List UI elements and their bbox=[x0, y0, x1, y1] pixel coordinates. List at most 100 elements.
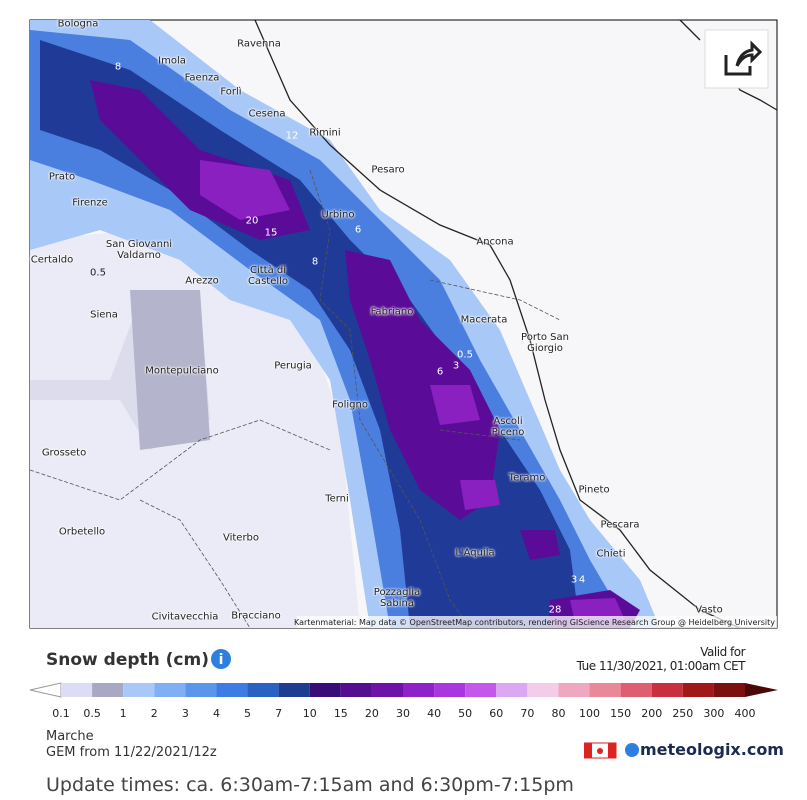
contour-label: 12 bbox=[285, 130, 299, 142]
city-label: Bologna bbox=[57, 18, 99, 30]
svg-text:i: i bbox=[219, 652, 224, 668]
colorbar-tick-label: 70 bbox=[520, 707, 535, 720]
city-label: Forlì bbox=[220, 86, 242, 98]
colorbar-segment bbox=[620, 683, 652, 697]
colorbar-tick-label: 150 bbox=[610, 707, 632, 720]
valid-label: Valid for bbox=[700, 645, 745, 659]
contour-label: 15 bbox=[264, 227, 278, 239]
colorbar-high-arrow bbox=[745, 683, 778, 697]
contour-label: 3 bbox=[570, 574, 578, 586]
city-label: Firenze bbox=[72, 197, 108, 209]
colorbar-segment bbox=[589, 683, 621, 697]
contour-label: 6 bbox=[354, 224, 362, 236]
colorbar-low-arrow bbox=[29, 682, 62, 698]
attribution: Kartenmaterial: Map data © OpenStreetMap… bbox=[294, 618, 775, 627]
colorbar-segment bbox=[309, 683, 341, 697]
city-label: Rimini bbox=[309, 127, 341, 139]
city-label: Pineto bbox=[578, 484, 610, 496]
colorbar-tick-label: 100 bbox=[579, 707, 601, 720]
city-label: Ravenna bbox=[237, 38, 281, 50]
attribution-bg bbox=[297, 616, 777, 628]
colorbar-tick-label: 7 bbox=[275, 707, 283, 720]
city-label: Ascoli Piceno bbox=[491, 416, 525, 438]
region: Marche bbox=[46, 729, 94, 744]
brand: meteologix.com bbox=[640, 740, 784, 759]
colorbar-segment bbox=[92, 683, 124, 697]
colorbar-tick-label: 20 bbox=[364, 707, 379, 720]
city-label: Macerata bbox=[460, 314, 508, 326]
colorbar-segment bbox=[682, 683, 714, 697]
contour-label: 28 bbox=[548, 604, 562, 616]
city-label: Chieti bbox=[596, 548, 626, 560]
city-label: Perugia bbox=[274, 360, 312, 372]
city-label: Montepulciano bbox=[145, 365, 219, 377]
valid-time: Tue 11/30/2021, 01:00am CET bbox=[576, 659, 746, 673]
city-label: Arezzo bbox=[185, 275, 219, 287]
colorbar-segment bbox=[527, 683, 559, 697]
colorbar-segment bbox=[185, 683, 217, 697]
colorbar-segment bbox=[247, 683, 279, 697]
share-button[interactable] bbox=[704, 29, 769, 89]
colorbar-tick-label: 250 bbox=[672, 707, 694, 720]
contour-label: 8 bbox=[114, 61, 122, 73]
colorbar-tick-label: 10 bbox=[302, 707, 317, 720]
info-icon[interactable]: i bbox=[210, 648, 234, 672]
legend-title: Snow depth (cm) bbox=[46, 650, 209, 670]
model: GEM from 11/22/2021/12z bbox=[46, 745, 217, 760]
map: Kartenmaterial: Map data © OpenStreetMap… bbox=[29, 19, 778, 629]
city-label: Orbetello bbox=[58, 526, 106, 538]
colorbar-segment bbox=[61, 683, 93, 697]
contour-label: 20 bbox=[245, 215, 259, 227]
colorbar-tick-label: 60 bbox=[489, 707, 504, 720]
city-label: Città di Castello bbox=[247, 265, 289, 287]
city-label: San Giovanni Valdarno bbox=[105, 239, 173, 261]
snow-areas bbox=[30, 20, 660, 628]
colorbar-tick-label: 80 bbox=[551, 707, 566, 720]
colorbar-segment bbox=[278, 683, 310, 697]
colorbar-segment bbox=[123, 683, 155, 697]
city-label: Vasto bbox=[695, 604, 723, 616]
colorbar-tick-label: 40 bbox=[427, 707, 442, 720]
colorbar-segment bbox=[434, 683, 466, 697]
city-label: Siena bbox=[90, 309, 118, 321]
city-label: Urbino bbox=[321, 209, 355, 221]
city-label: Pescara bbox=[600, 519, 640, 531]
colorbar-tick-label: 4 bbox=[212, 707, 220, 720]
city-label: Teramo bbox=[508, 472, 546, 484]
colorbar-segment bbox=[403, 683, 435, 697]
colorbar-tick-label: 2 bbox=[150, 707, 158, 720]
colorbar-segment bbox=[651, 683, 683, 697]
city-label: Grosseto bbox=[41, 447, 87, 459]
contour-label: 6 bbox=[436, 366, 444, 378]
colorbar-tick-label: 300 bbox=[703, 707, 725, 720]
city-label: Civitavecchia bbox=[151, 611, 219, 623]
colorbar-tick-label: 30 bbox=[396, 707, 410, 720]
colorbar-tick-label: 1 bbox=[119, 707, 127, 720]
colorbar bbox=[29, 682, 778, 698]
colorbar-tick-label: 0.1 bbox=[52, 707, 70, 720]
contour-label: 0.5 bbox=[457, 349, 473, 361]
colorbar-segment bbox=[216, 683, 248, 697]
city-label: Certaldo bbox=[30, 254, 74, 266]
colorbar-tick-label: 5 bbox=[244, 707, 252, 720]
colorbar-segment bbox=[496, 683, 528, 697]
colorbar-segment bbox=[340, 683, 372, 697]
colorbar-segment bbox=[465, 683, 497, 697]
share-icon bbox=[724, 40, 763, 76]
colorbar-tick-label: 400 bbox=[734, 707, 756, 720]
colorbar-tick-label: 50 bbox=[458, 707, 473, 720]
borders bbox=[29, 169, 561, 629]
city-label: Prato bbox=[48, 171, 76, 183]
city-label: Foligno bbox=[332, 399, 368, 411]
brand-icons bbox=[584, 742, 639, 759]
city-label: Faenza bbox=[184, 72, 220, 84]
colorbar-tick-label: 0.5 bbox=[83, 707, 101, 720]
city-label: Terni bbox=[325, 493, 349, 505]
city-label: Ancona bbox=[476, 236, 514, 248]
contour-label: 3 bbox=[452, 360, 460, 372]
city-label: Fabriano bbox=[370, 306, 414, 318]
colorbar-segment bbox=[154, 683, 186, 697]
colorbar-segment bbox=[713, 683, 745, 697]
update-times: Update times: ca. 6:30am-7:15am and 6:30… bbox=[46, 774, 574, 796]
contour-label: 4 bbox=[578, 574, 586, 586]
